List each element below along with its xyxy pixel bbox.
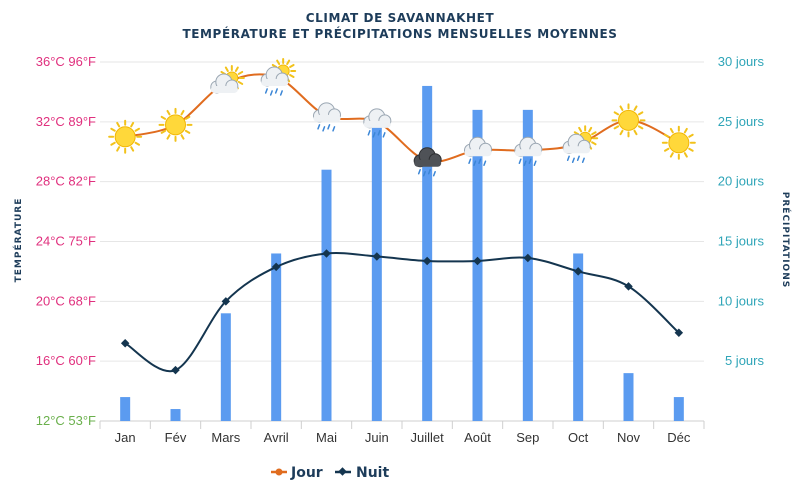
chart-subtitle: TEMPÉRATURE ET PRÉCIPITATIONS MENSUELLES… <box>182 26 617 41</box>
left-tick-label: 12°C 53°F <box>36 413 96 428</box>
chart-title: CLIMAT DE SAVANNAKHET <box>306 11 495 25</box>
sun-icon <box>611 103 646 138</box>
cloud-icon <box>514 136 543 157</box>
x-tick-label: Déc <box>667 430 691 445</box>
left-tick-label: 36°C 96°F <box>36 54 96 69</box>
x-tick-label: Nov <box>617 430 641 445</box>
rain-icon <box>264 88 283 96</box>
rain-icon <box>518 158 537 167</box>
left-tick-label: 20°C 68°F <box>36 293 96 308</box>
rain-icon <box>367 130 386 138</box>
weather-icons <box>108 57 696 177</box>
sun-icon <box>108 119 143 154</box>
nuit-point <box>422 256 432 266</box>
x-tick-label: Juin <box>365 430 389 445</box>
rain-icon <box>317 124 336 132</box>
x-tick-label: Juillet <box>411 430 445 445</box>
nuit-point <box>624 282 633 291</box>
right-tick-label: 20 jours <box>718 174 765 189</box>
cloud-icon <box>464 136 492 157</box>
precipitation-bar <box>170 409 181 421</box>
gridlines <box>99 61 705 429</box>
nuit-point <box>573 267 583 276</box>
precipitation-bar <box>573 253 584 421</box>
cloud-icon <box>363 108 392 129</box>
nuit-point <box>271 262 281 272</box>
precipitation-bar <box>271 253 282 421</box>
nuit-point <box>322 249 331 258</box>
series-line-nuit <box>124 252 680 373</box>
axis-labels: 36°C 96°F 32°C 89°F 28°C 82°F 24°C 75°F 20°C… <box>36 54 765 445</box>
precipitation-bar <box>422 85 433 421</box>
left-tick-label: 32°C 89°F <box>36 114 96 129</box>
x-tick-label: Mai <box>316 430 337 445</box>
precipitation-bar <box>220 313 231 421</box>
series-line-jour <box>124 73 680 163</box>
x-tick-label: Mars <box>211 430 240 445</box>
right-tick-label: 25 jours <box>718 114 765 129</box>
precipitation-bars <box>120 85 684 421</box>
cloud-icon <box>562 133 591 154</box>
x-tick-label: Août <box>464 430 491 445</box>
legend-item-nuit[interactable]: Nuit <box>335 465 389 481</box>
precipitation-bar <box>623 373 634 421</box>
nuit-point <box>171 365 180 375</box>
right-tick-label: 5 jours <box>725 353 765 368</box>
legend-marker-jour <box>275 468 283 476</box>
rain-icon <box>417 168 436 177</box>
cloud-icon <box>260 66 289 87</box>
left-axis-title: TEMPÉRATURE <box>12 198 24 283</box>
legend-item-jour[interactable]: Jour <box>271 465 323 481</box>
right-tick-label: 10 jours <box>718 293 765 308</box>
legend-label-jour: Jour <box>290 465 323 481</box>
legend-label-nuit: Nuit <box>356 465 389 481</box>
right-tick-label: 30 jours <box>718 54 765 69</box>
x-tick-label: Jan <box>115 430 136 445</box>
right-axis-title: PRÉCIPITATIONS <box>780 192 792 288</box>
temperature-lines <box>120 73 684 375</box>
left-tick-label: 24°C 75°F <box>36 234 96 249</box>
nuit-point <box>221 297 231 306</box>
legend-marker-nuit <box>338 467 347 476</box>
x-tick-label: Fév <box>165 430 187 445</box>
storm-cloud-icon <box>413 147 442 168</box>
sun-icon <box>661 125 696 160</box>
right-tick-label: 15 jours <box>718 234 765 249</box>
nuit-point <box>473 256 482 266</box>
rain-icon <box>566 155 585 164</box>
sun-icon <box>158 107 193 142</box>
precipitation-bar <box>321 169 332 421</box>
left-tick-label: 16°C 60°F <box>36 353 96 368</box>
legend: Jour Nuit <box>271 465 389 481</box>
precipitation-bar <box>522 109 533 421</box>
x-tick-label: Sep <box>516 430 539 445</box>
precipitation-bar <box>673 397 684 421</box>
left-tick-label: 28°C 82°F <box>36 174 96 189</box>
x-tick-label: Oct <box>568 430 589 445</box>
cloud-icon <box>210 73 239 94</box>
nuit-point <box>120 338 130 348</box>
nuit-point <box>674 328 684 337</box>
cloud-icon <box>313 102 341 123</box>
x-tick-label: Avril <box>264 430 289 445</box>
precipitation-bar <box>472 109 483 421</box>
precipitation-bar <box>120 397 131 421</box>
rain-icon <box>468 158 487 167</box>
precipitation-bar <box>371 109 382 421</box>
